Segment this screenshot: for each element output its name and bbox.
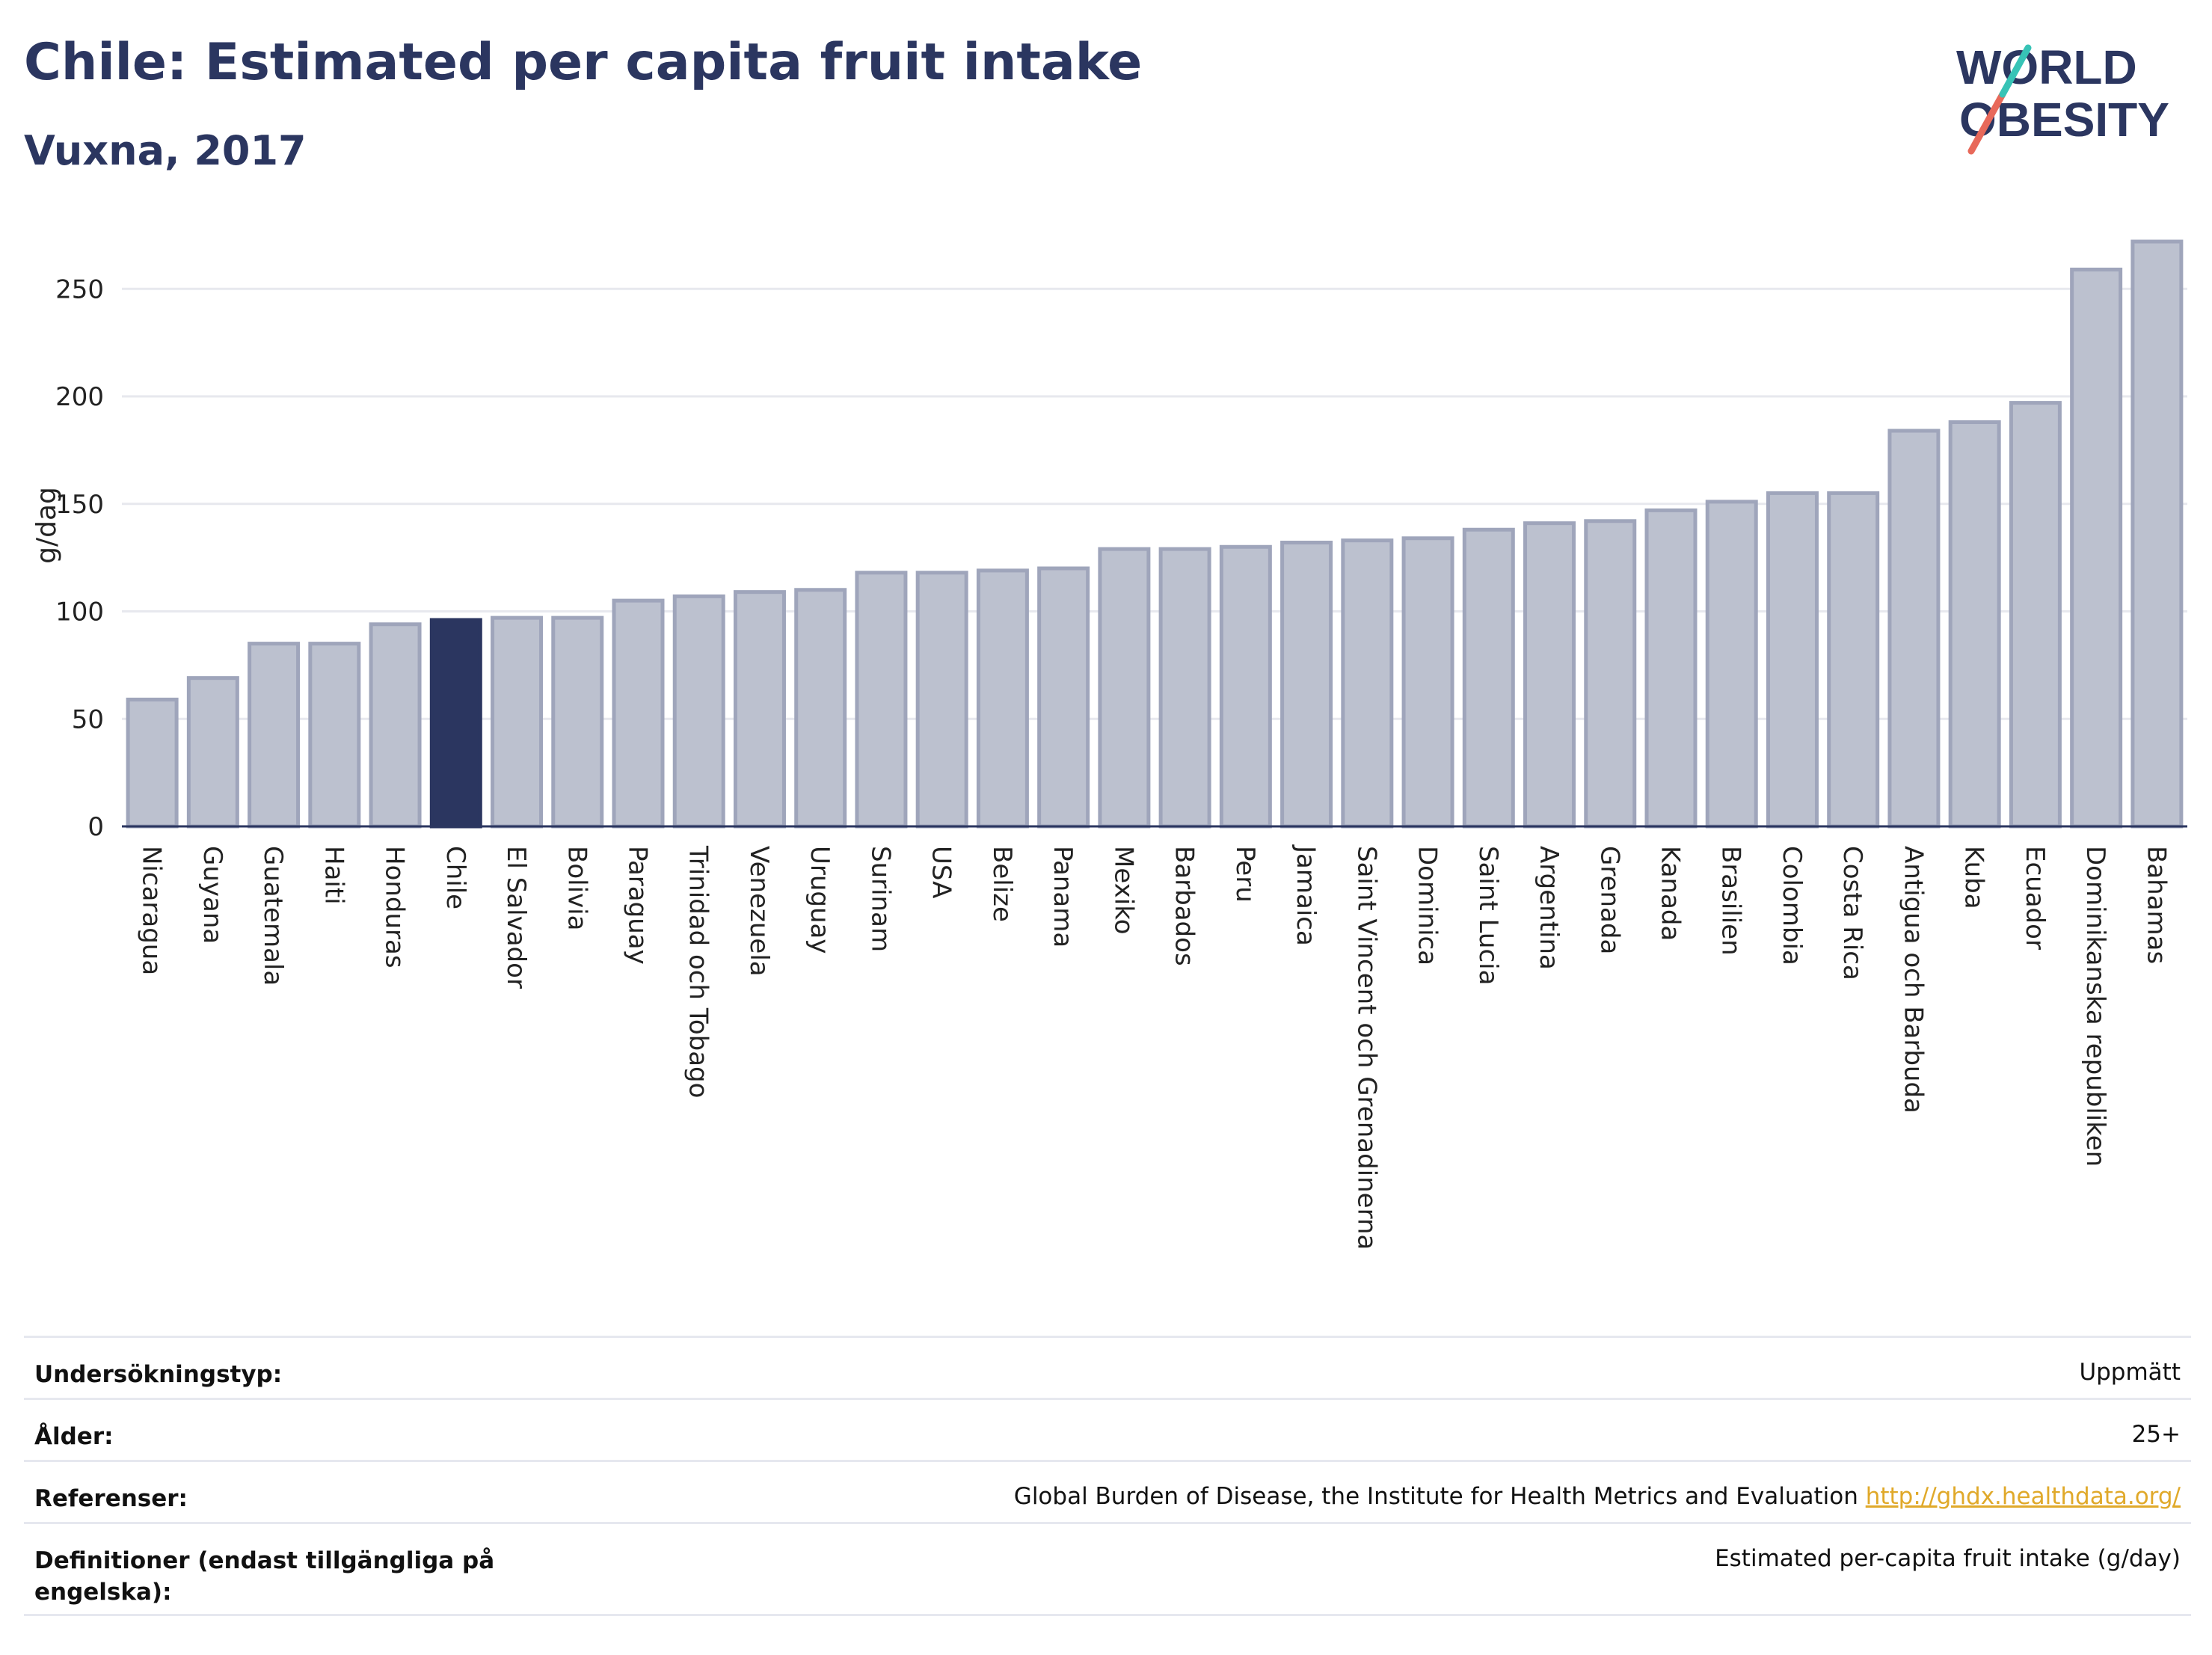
x-tick-label: Paraguay bbox=[623, 846, 653, 965]
bar-jamaica bbox=[1280, 541, 1333, 829]
bar-el-salvador bbox=[491, 615, 544, 829]
x-tick-label: Dominica bbox=[1413, 846, 1443, 965]
bar-brasilien bbox=[1705, 500, 1758, 829]
x-tick-label: Honduras bbox=[380, 846, 410, 968]
bar-nicaragua bbox=[126, 697, 179, 829]
bar-mexiko bbox=[1098, 547, 1151, 829]
bar-barbados bbox=[1158, 547, 1211, 829]
info-label: Ålder: bbox=[34, 1423, 114, 1450]
bar-usa bbox=[915, 571, 968, 829]
x-tick-label: Antigua och Barbuda bbox=[1898, 846, 1928, 1114]
x-tick-label: Colombia bbox=[1777, 846, 1807, 965]
bar-saint-lucia bbox=[1462, 527, 1515, 829]
logo-slash-teal bbox=[1999, 44, 2032, 98]
reference-link[interactable]: http://ghdx.healthdata.org/ bbox=[1865, 1483, 2181, 1510]
bar-guyana bbox=[186, 676, 239, 829]
x-tick-label: Nicaragua bbox=[137, 846, 167, 975]
bar-ecuador bbox=[2009, 401, 2062, 829]
x-tick-label: Costa Rica bbox=[1837, 846, 1867, 980]
bar-saint-vincent-och-grenadinerna bbox=[1341, 538, 1394, 829]
x-tick-label: Mexiko bbox=[1108, 846, 1138, 935]
bar-bolivia bbox=[551, 615, 604, 829]
x-tick-label: Argentina bbox=[1534, 846, 1564, 970]
world-obesity-logo[interactable]: WORLD OBESITY bbox=[1944, 30, 2199, 165]
x-tick-label: Saint Lucia bbox=[1473, 846, 1503, 985]
bar-honduras bbox=[369, 622, 422, 829]
x-tick-label: Brasilien bbox=[1716, 846, 1746, 956]
bar-chile bbox=[429, 618, 482, 829]
info-row-survey-type: Undersökningstyp: Uppmätt bbox=[24, 1336, 2191, 1398]
x-tick-label: Bahamas bbox=[2141, 846, 2171, 964]
bar-bahamas bbox=[2130, 239, 2184, 829]
bar-grenada bbox=[1584, 519, 1637, 829]
info-label: Undersökningstyp: bbox=[34, 1361, 283, 1388]
bar-paraguay bbox=[612, 598, 665, 829]
x-tick-label: Uruguay bbox=[805, 846, 835, 954]
bar-haiti bbox=[308, 642, 361, 829]
x-tick-label: Chile bbox=[440, 846, 470, 909]
x-tick-label: Barbados bbox=[1170, 846, 1199, 966]
x-tick-label: Panama bbox=[1048, 846, 1078, 948]
x-tick-label: Surinam bbox=[865, 846, 895, 952]
y-axis-label: g/dag bbox=[31, 487, 62, 564]
bar-guatemala bbox=[248, 642, 301, 829]
x-tick-label: Peru bbox=[1230, 846, 1260, 903]
x-tick-label: Bolivia bbox=[562, 846, 592, 930]
info-row-references: Referenser: Global Burden of Disease, th… bbox=[24, 1460, 2191, 1522]
x-tick-label: Guatemala bbox=[258, 846, 288, 986]
x-tick-label: Guyana bbox=[197, 846, 227, 944]
x-tick-label: USA bbox=[927, 846, 956, 898]
bar-belize bbox=[976, 568, 1029, 829]
y-tick-label: 150 bbox=[55, 490, 104, 520]
x-tick-label: Dominikanska republiken bbox=[2080, 846, 2110, 1167]
info-table: Undersökningstyp: Uppmätt Ålder: 25+ Ref… bbox=[24, 1336, 2191, 1616]
info-value: 25+ bbox=[2131, 1421, 2181, 1448]
x-tick-label: Kanada bbox=[1656, 846, 1686, 941]
info-value: Uppmätt bbox=[2079, 1359, 2181, 1386]
reference-text: Global Burden of Disease, the Institute … bbox=[1013, 1483, 1858, 1510]
x-tick-label: Venezuela bbox=[744, 846, 774, 977]
bar-dominikanska-republiken bbox=[2070, 267, 2123, 829]
info-row-definitions: Definitioner (endast tillgängliga på eng… bbox=[24, 1522, 2191, 1616]
bar-surinam bbox=[855, 571, 908, 829]
y-tick-label: 50 bbox=[72, 704, 104, 734]
info-label: Referenser: bbox=[34, 1485, 188, 1512]
bar-kanada bbox=[1644, 508, 1698, 829]
info-value: Global Burden of Disease, the Institute … bbox=[1014, 1483, 2181, 1510]
x-tick-label: Haiti bbox=[319, 846, 348, 905]
y-tick-label: 200 bbox=[55, 382, 104, 412]
info-value: Estimated per-capita fruit intake (g/day… bbox=[1715, 1545, 2181, 1572]
bar-chart: 0 50 100 150 200 250 g/dag Nicaragua Guyana Guate… bbox=[31, 239, 2187, 1250]
bar-trinidad-och-tobago bbox=[672, 594, 725, 829]
bar-panama bbox=[1037, 566, 1090, 829]
bar-kuba bbox=[1948, 420, 2001, 829]
chart-subtitle: Vuxna, 2017 bbox=[24, 127, 307, 174]
bar-antigua-och-barbuda bbox=[1887, 429, 1941, 829]
x-tick-label: Belize bbox=[987, 846, 1017, 922]
bar-dominica bbox=[1401, 536, 1454, 829]
x-tick-label: Kuba bbox=[1959, 846, 1989, 909]
y-tick-label: 0 bbox=[87, 812, 104, 842]
x-tick-label: Jamaica bbox=[1291, 844, 1321, 946]
x-tick-label: Ecuador bbox=[2020, 846, 2050, 950]
bar-colombia bbox=[1766, 491, 1819, 829]
logo-slash-coral bbox=[1967, 90, 2006, 155]
logo-text-world: WORLD bbox=[1956, 40, 2137, 94]
info-label: Definitioner (endast tillgängliga på eng… bbox=[34, 1547, 495, 1606]
x-tick-label: Saint Vincent och Grenadinerna bbox=[1351, 846, 1381, 1250]
bar-argentina bbox=[1523, 521, 1576, 829]
y-tick-label: 100 bbox=[55, 598, 104, 627]
bar-venezuela bbox=[733, 590, 786, 829]
info-row-age: Ålder: 25+ bbox=[24, 1398, 2191, 1460]
bar-peru bbox=[1219, 544, 1272, 829]
chart-title: Chile: Estimated per capita fruit intake bbox=[24, 33, 1143, 92]
bar-costa-rica bbox=[1827, 491, 1880, 829]
x-tick-label: El Salvador bbox=[501, 846, 531, 989]
logo-text-obesity: OBESITY bbox=[1959, 93, 2169, 147]
y-tick-label: 250 bbox=[55, 274, 104, 304]
bar-uruguay bbox=[794, 588, 847, 829]
x-tick-label: Grenada bbox=[1594, 846, 1624, 954]
x-tick-label: Trinidad och Tobago bbox=[683, 845, 713, 1098]
